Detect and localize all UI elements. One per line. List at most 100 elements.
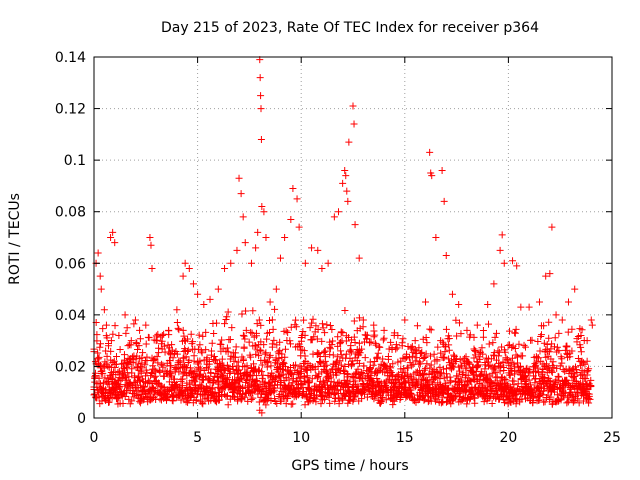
data-point: [260, 208, 268, 216]
data-point: [395, 375, 403, 383]
data-point: [329, 337, 337, 345]
data-point: [252, 342, 260, 350]
data-point: [394, 358, 402, 366]
data-point: [257, 105, 265, 113]
data-point: [233, 246, 241, 254]
data-point: [243, 362, 251, 370]
data-point: [313, 335, 321, 343]
data-point: [187, 330, 195, 338]
data-point: [234, 358, 242, 366]
data-point: [445, 341, 453, 349]
data-point: [498, 374, 506, 382]
data-point: [282, 327, 290, 335]
data-point: [332, 359, 340, 367]
data-point: [202, 328, 210, 336]
data-point: [423, 360, 431, 368]
data-point: [234, 370, 242, 378]
data-point: [516, 362, 524, 370]
data-point: [392, 341, 400, 349]
data-point: [569, 398, 577, 406]
data-point: [190, 352, 198, 360]
data-point: [363, 335, 371, 343]
data-point: [384, 352, 392, 360]
data-point: [337, 338, 345, 346]
data-point: [561, 346, 569, 354]
data-point: [415, 372, 423, 380]
data-point: [387, 364, 395, 372]
data-point: [450, 351, 458, 359]
data-point: [553, 364, 561, 372]
data-point: [97, 380, 105, 388]
data-point: [296, 362, 304, 370]
data-point: [436, 363, 444, 371]
data-point: [421, 366, 429, 374]
data-point: [437, 399, 445, 407]
data-point: [359, 323, 367, 331]
data-point: [351, 377, 359, 385]
chart-title: Day 215 of 2023, Rate Of TEC Index for r…: [161, 20, 539, 36]
data-point: [334, 353, 342, 361]
data-point: [96, 343, 104, 351]
data-point: [553, 343, 561, 351]
data-point: [207, 351, 215, 359]
data-point: [347, 361, 355, 369]
data-point: [514, 380, 522, 388]
data-point: [287, 323, 295, 331]
data-point: [585, 392, 593, 400]
data-point: [94, 249, 102, 257]
data-point: [221, 320, 229, 328]
data-point: [231, 353, 239, 361]
y-tick-label: 0.02: [55, 359, 86, 375]
data-point: [255, 398, 263, 406]
data-point: [128, 365, 136, 373]
data-point: [239, 355, 247, 363]
data-point: [136, 326, 144, 334]
data-point: [440, 353, 448, 361]
data-point: [418, 348, 426, 356]
data-point: [509, 257, 517, 265]
data-point: [266, 351, 274, 359]
data-point: [323, 361, 331, 369]
data-point: [308, 319, 316, 327]
data-point: [256, 74, 264, 82]
data-point: [528, 336, 536, 344]
data-point: [568, 347, 576, 355]
data-point: [184, 348, 192, 356]
data-point: [545, 348, 553, 356]
data-point: [432, 367, 440, 375]
data-point: [393, 344, 401, 352]
data-point: [239, 213, 247, 221]
data-point: [267, 396, 275, 404]
data-point: [303, 373, 311, 381]
data-point: [349, 102, 357, 110]
data-point: [328, 325, 336, 333]
data-point: [191, 378, 199, 386]
data-point: [324, 259, 332, 267]
data-point: [197, 347, 205, 355]
data-point: [199, 332, 207, 340]
data-point: [360, 362, 368, 370]
data-point: [503, 384, 511, 392]
data-point: [350, 333, 358, 341]
data-point: [517, 303, 525, 311]
y-tick-label: 0: [77, 411, 86, 427]
data-point: [165, 326, 173, 334]
data-point: [445, 346, 453, 354]
data-point: [504, 342, 512, 350]
x-tick-label: 5: [193, 430, 202, 446]
data-point: [471, 385, 479, 393]
data-point: [363, 393, 371, 401]
data-point: [125, 373, 133, 381]
data-point: [361, 390, 368, 398]
data-point: [588, 321, 596, 329]
data-point: [258, 361, 266, 369]
data-point: [272, 285, 280, 293]
data-point: [356, 324, 364, 332]
data-point: [212, 397, 220, 405]
data-point: [479, 350, 487, 358]
data-point: [223, 344, 231, 352]
data-point: [337, 361, 345, 369]
data-point: [127, 381, 135, 389]
data-point: [426, 364, 434, 372]
data-point: [319, 324, 327, 332]
